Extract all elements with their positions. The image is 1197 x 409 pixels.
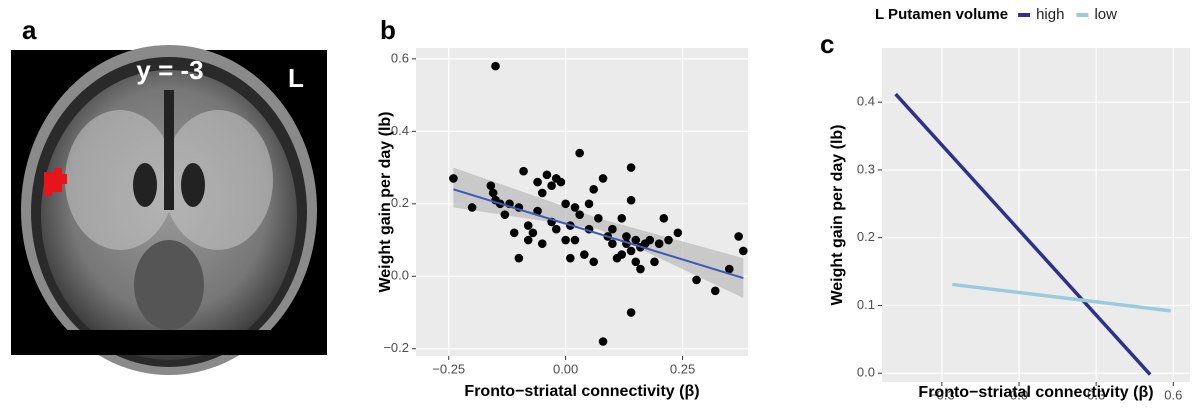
point <box>617 250 626 259</box>
x-tick-label: 0.00 <box>553 361 578 376</box>
y-axis-title: Weight gain per day (lb) <box>829 124 846 305</box>
y-tick-label: −0.2 <box>383 340 409 355</box>
point <box>627 247 636 256</box>
point <box>636 265 645 274</box>
point <box>580 250 589 259</box>
legend-label: low <box>1094 6 1117 23</box>
brain-image <box>11 45 327 375</box>
legend-label: high <box>1036 6 1064 23</box>
y-tick-label: 0.0 <box>857 365 875 380</box>
y-tick-label: 0.3 <box>857 161 875 176</box>
point <box>524 221 533 230</box>
y-tick-label: 0.6 <box>391 50 409 65</box>
legend-title: L Putamen volume <box>875 6 1008 23</box>
point <box>599 174 608 183</box>
page: a y = -3 L b −0.2 0.0 0.2 0.4 0.6 −0.25 0.00 0.2… <box>0 0 1197 409</box>
point <box>468 203 477 212</box>
point <box>524 236 533 245</box>
x-tick-label: 0.6 <box>1164 387 1182 402</box>
y-axis-title: Weight gain per day (lb) <box>377 111 394 292</box>
point <box>631 236 640 245</box>
point <box>631 257 640 266</box>
point <box>561 236 570 245</box>
point <box>538 189 547 198</box>
x-tick-label: 0.25 <box>670 361 695 376</box>
point <box>650 257 659 266</box>
point <box>491 62 500 71</box>
point <box>674 229 683 238</box>
point <box>538 239 547 248</box>
point <box>655 239 664 248</box>
point <box>547 181 556 190</box>
point <box>519 167 528 176</box>
slice-label: y = -3 <box>136 55 203 85</box>
point <box>594 214 603 223</box>
point <box>533 178 542 187</box>
point <box>627 196 636 205</box>
plot-background <box>882 48 1190 382</box>
point <box>557 178 566 187</box>
panel-label: a <box>22 15 37 45</box>
point <box>589 185 598 194</box>
point <box>515 254 524 263</box>
point <box>585 200 594 209</box>
point <box>608 225 617 234</box>
point <box>449 174 458 183</box>
point <box>617 214 626 223</box>
point <box>510 229 519 238</box>
point <box>575 149 584 158</box>
point <box>575 210 584 219</box>
point <box>646 236 655 245</box>
y-tick-label: 0.4 <box>857 94 875 109</box>
point <box>599 337 608 346</box>
point <box>660 214 669 223</box>
point <box>529 229 538 238</box>
point <box>552 225 561 234</box>
point <box>608 239 617 248</box>
point <box>627 308 636 317</box>
point <box>561 200 570 209</box>
point <box>734 232 743 241</box>
point <box>543 171 552 180</box>
point <box>664 236 673 245</box>
point <box>739 247 748 256</box>
point <box>692 276 701 285</box>
panel-label: c <box>820 29 834 59</box>
y-tick-label: 0.2 <box>857 229 875 244</box>
point <box>589 257 598 266</box>
panel-label: b <box>380 15 396 45</box>
x-tick-label: −0.25 <box>432 361 465 376</box>
point <box>566 254 575 263</box>
figure: a y = -3 L b −0.2 0.0 0.2 0.4 0.6 −0.25 0.00 0.2… <box>0 0 1197 404</box>
side-label: L <box>288 63 304 93</box>
point <box>711 286 720 295</box>
point <box>571 203 580 212</box>
x-axis-title: Fronto−striatal connectivity (β) <box>918 384 1153 401</box>
point <box>501 210 510 219</box>
x-axis-title: Fronto−striatal connectivity (β) <box>464 383 699 400</box>
point <box>627 163 636 172</box>
y-tick-label: 0.1 <box>857 297 875 312</box>
point <box>571 236 580 245</box>
